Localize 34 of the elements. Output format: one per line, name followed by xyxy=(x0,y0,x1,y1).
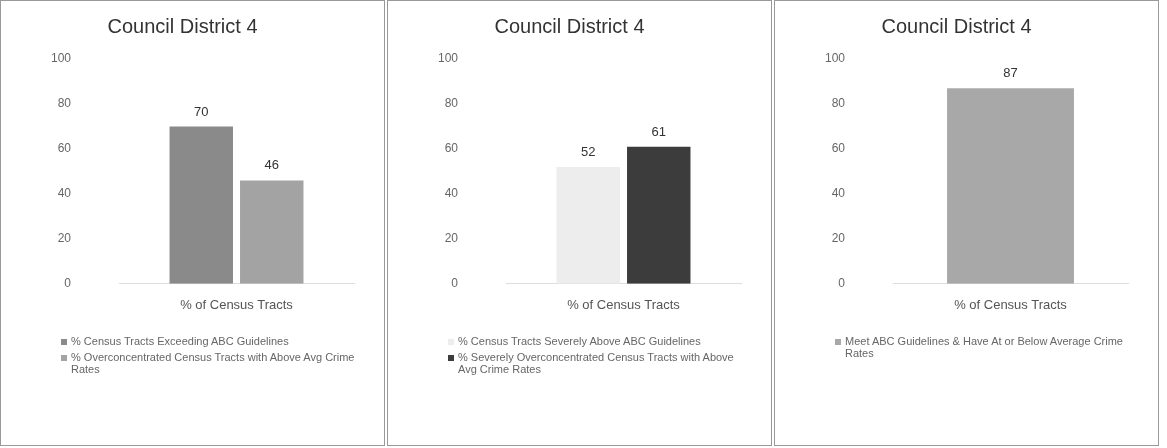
legend-label: % Census Tracts Exceeding ABC Guidelines xyxy=(71,335,289,347)
legend-label: % Overconcentrated Census Tracts with Above Avg Crime Rates xyxy=(71,351,356,375)
y-tick-label: 60 xyxy=(831,141,846,156)
y-tick-label: 100 xyxy=(824,51,846,66)
x-tick-label: % of Census Tracts xyxy=(954,297,1068,313)
y-tick-label: 40 xyxy=(444,186,459,201)
y-tick-label: 80 xyxy=(831,96,846,111)
data-label: 61 xyxy=(651,123,666,139)
x-tick-label: % of Census Tracts xyxy=(180,297,294,313)
y-tick-label: 0 xyxy=(64,276,72,291)
data-label: 46 xyxy=(264,157,279,173)
y-tick-label: 60 xyxy=(444,141,459,156)
y-tick-label: 20 xyxy=(444,231,459,246)
data-label: 52 xyxy=(581,143,596,159)
y-tick-label: 100 xyxy=(437,51,459,66)
legend-label: Meet ABC Guidelines & Have At or Below Average Crime Rates xyxy=(845,335,1124,359)
y-tick-label: 20 xyxy=(57,231,72,246)
data-label: 87 xyxy=(1003,65,1018,81)
chart-title: Council District 4 xyxy=(107,14,258,37)
y-tick-label: 0 xyxy=(838,276,846,291)
x-tick-label: % of Census Tracts xyxy=(567,297,681,313)
y-tick-label: 80 xyxy=(444,96,459,111)
y-tick-label: 40 xyxy=(57,186,72,201)
y-tick-label: 0 xyxy=(451,276,459,291)
chart-title: Council District 4 xyxy=(881,14,1032,37)
y-tick-label: 80 xyxy=(57,96,72,111)
y-tick-label: 60 xyxy=(57,141,72,156)
chart-title: Council District 4 xyxy=(494,14,645,37)
y-tick-label: 40 xyxy=(831,186,846,201)
y-tick-label: 100 xyxy=(50,51,72,66)
data-label: 70 xyxy=(194,103,209,119)
legend-label: % Severely Overconcentrated Census Tracts with Above Avg Crime Rates xyxy=(458,351,735,375)
legend-label: % Census Tracts Severely Above ABC Guidelines xyxy=(458,335,701,347)
y-tick-label: 20 xyxy=(831,231,846,246)
